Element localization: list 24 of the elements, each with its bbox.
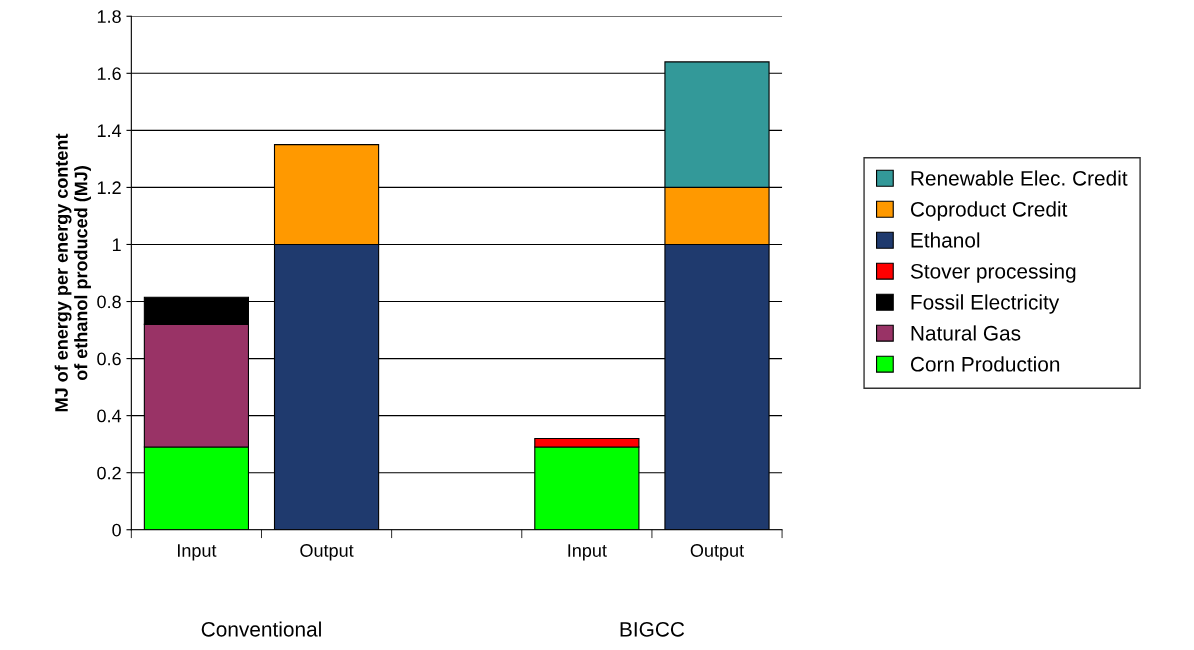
legend-label: Stover processing	[910, 263, 1076, 283]
legend-label: Renewable Elec. Credit	[911, 170, 1128, 186]
legend-label: Coproduct Credit	[910, 201, 1068, 221]
legend-label: Corn Production	[910, 356, 1060, 372]
y-tick-label: 0.4	[97, 409, 122, 423]
y-tick-label: 1.2	[97, 181, 121, 194]
legend-label: Ethanol	[911, 232, 980, 248]
text: Conventional	[201, 621, 321, 637]
x-tick-label: Output	[690, 544, 744, 561]
legend-label: Natural Gas	[911, 325, 1021, 341]
y-tick-label: 0.2	[97, 466, 121, 480]
x-tick-label: Input	[178, 544, 217, 561]
y-tick-label: 1.4	[97, 124, 122, 137]
y-tick-label: 1.6	[97, 67, 121, 81]
x-tick-label: Output	[300, 544, 354, 561]
y-tick-label: 0	[112, 523, 121, 537]
y-tick-label: 0.8	[97, 295, 121, 309]
text: BIGCC	[620, 621, 685, 637]
y-tick-label: 0.6	[97, 352, 121, 366]
legend-label: Fossil Electricity	[911, 294, 1060, 314]
x-tick-label: Input	[568, 544, 607, 561]
y-axis-title: MJ of energy per energy content of ethanol produced (MJ)	[54, 133, 91, 412]
y-tick-label: 1.8	[97, 10, 121, 23]
y-tick-label: 1	[112, 238, 121, 252]
